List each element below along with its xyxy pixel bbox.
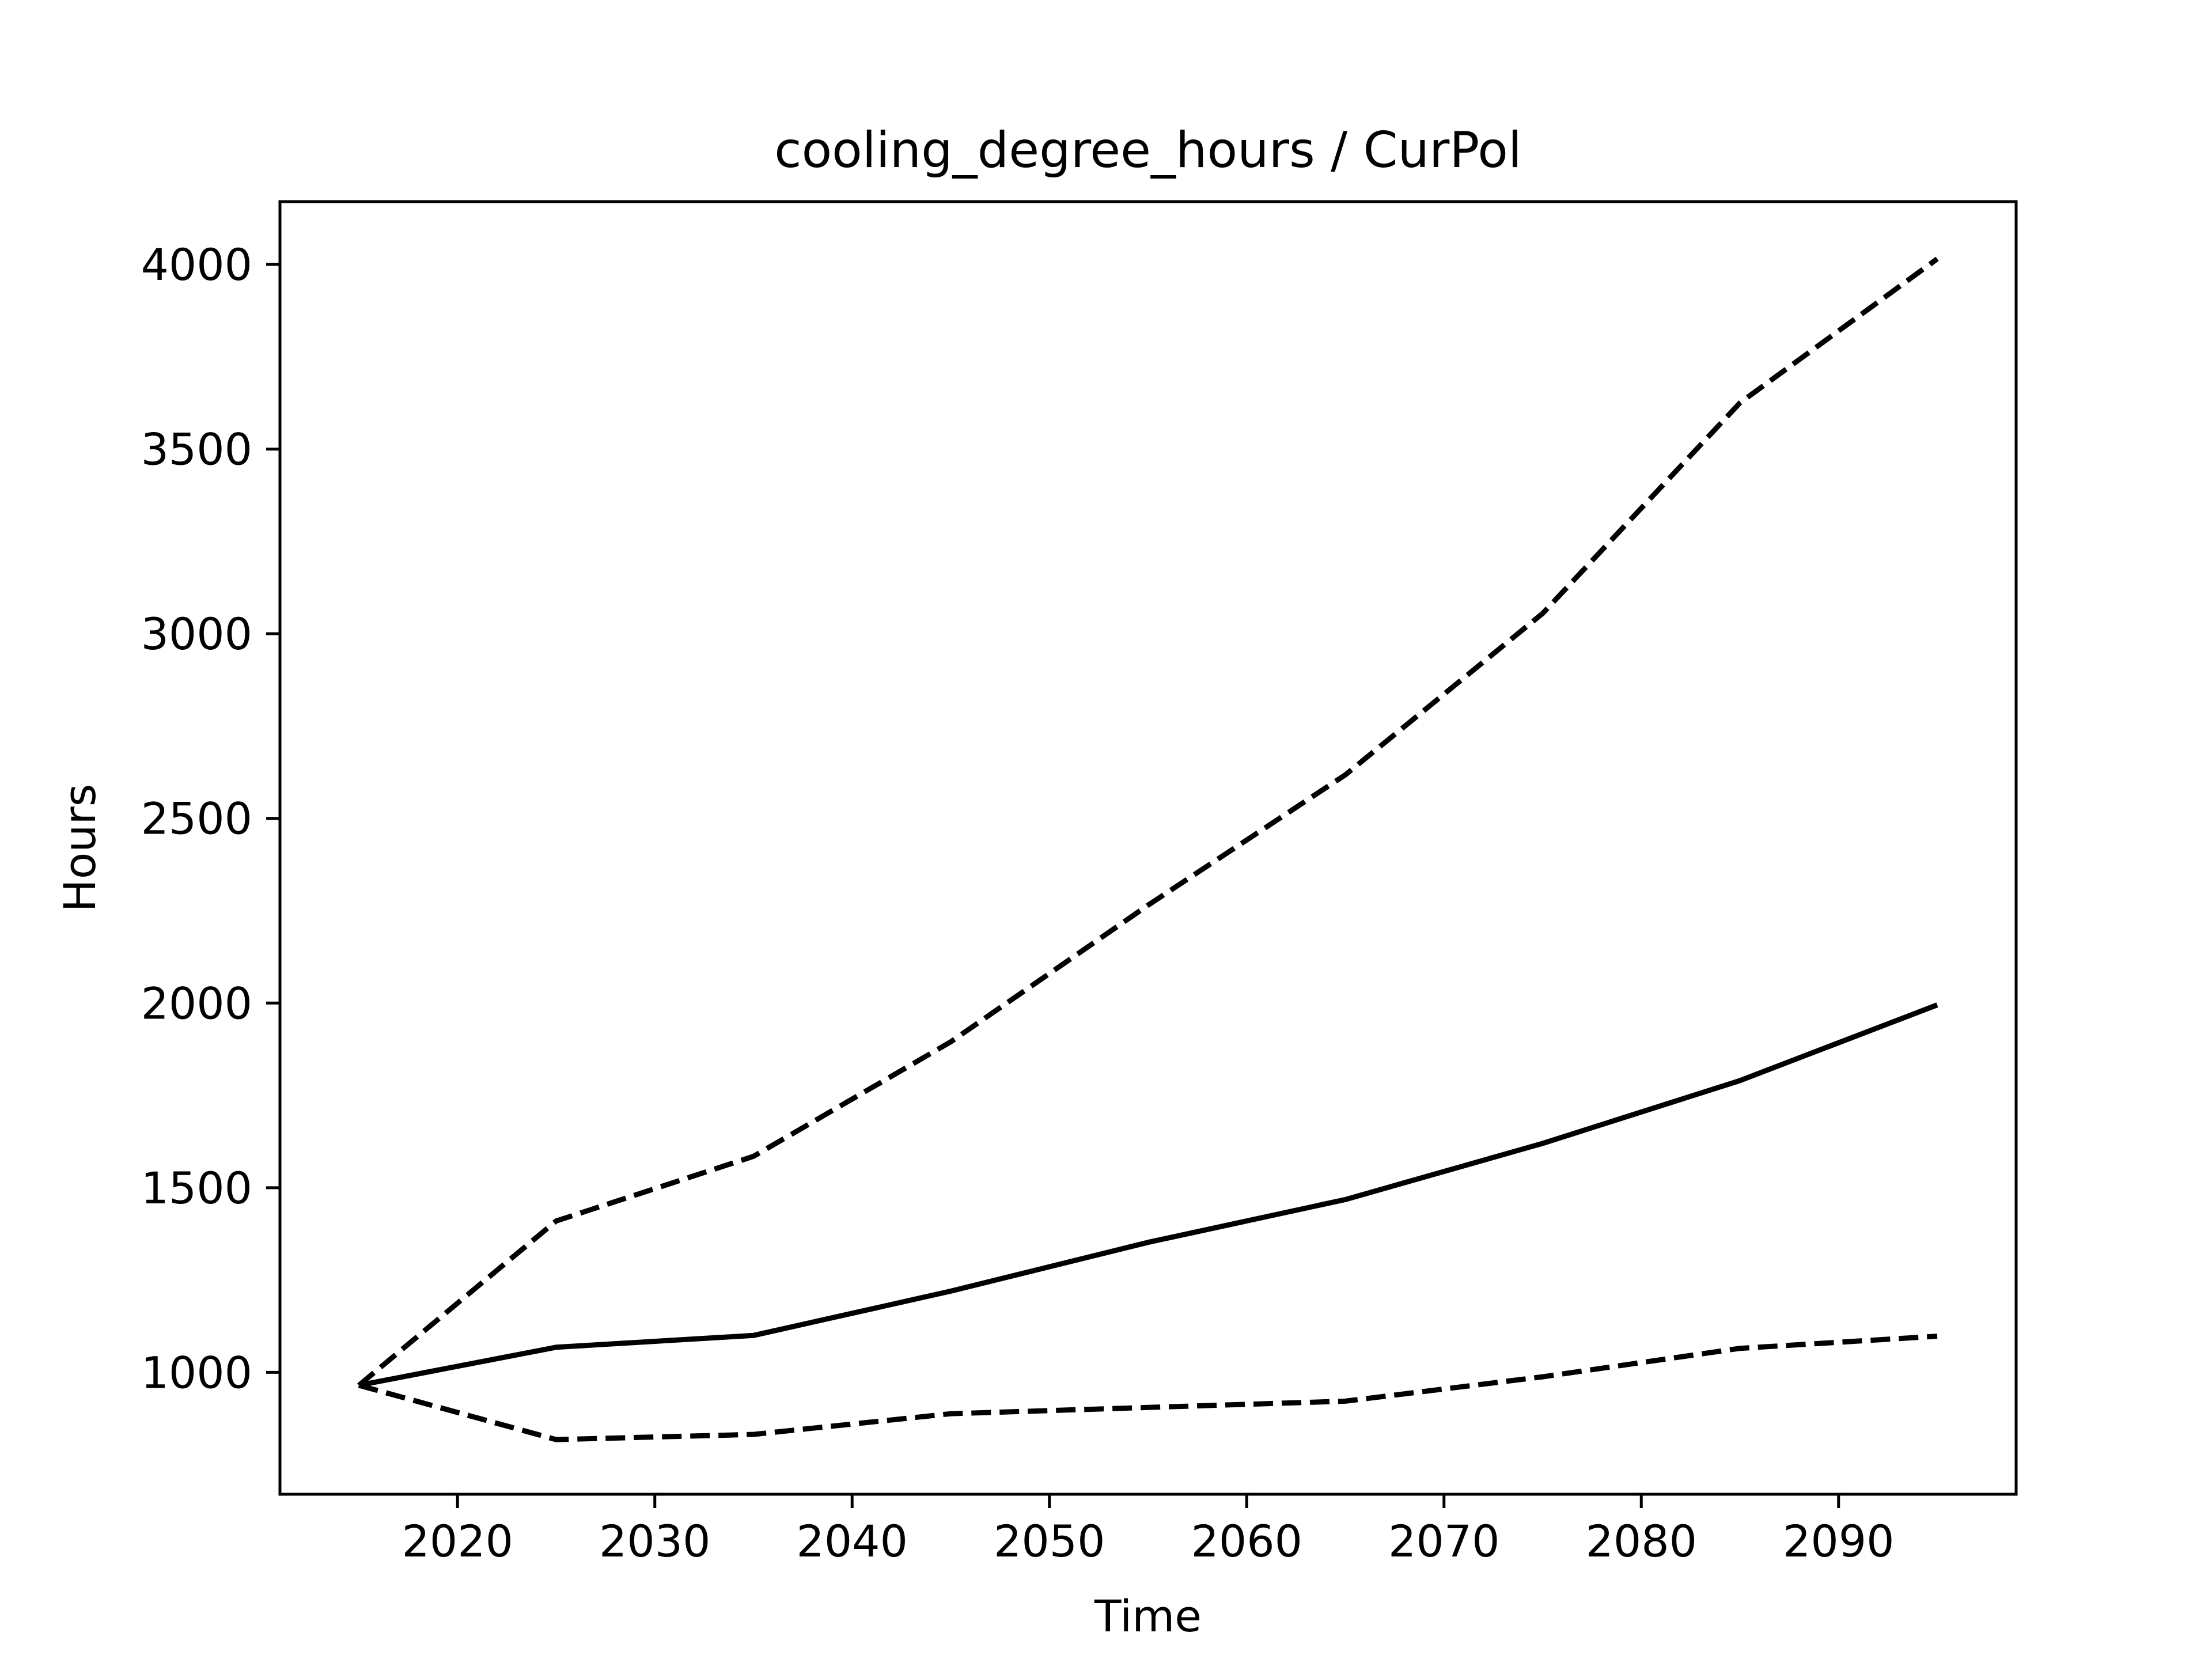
x-axis-label: Time (1094, 1590, 1202, 1642)
x-tick-label: 2040 (797, 1516, 908, 1567)
y-tick-label: 2000 (141, 978, 252, 1029)
y-tick-label: 4000 (141, 239, 252, 290)
y-tick-label: 2500 (141, 793, 252, 844)
x-tick-label: 2060 (1191, 1516, 1302, 1567)
x-tick-label: 2080 (1586, 1516, 1697, 1567)
y-tick-label: 3000 (141, 608, 252, 660)
series-line-3-dashed (358, 1334, 1938, 1442)
series-line-2-dashed (357, 256, 1939, 1388)
y-tick-label: 3500 (141, 424, 252, 475)
y-tick-label: 1000 (141, 1347, 252, 1398)
chart-title: cooling_degree_hours / CurPol (774, 122, 1521, 179)
x-tick-label: 2090 (1783, 1516, 1894, 1567)
axis-ticks: 2020 2030 2040 2050 2060 2070 2080 2090 1000 1500… (141, 239, 1895, 1567)
x-tick-label: 2050 (994, 1516, 1105, 1567)
x-tick-label: 2070 (1388, 1516, 1499, 1567)
y-axis-label: Hours (54, 784, 105, 912)
x-tick-label: 2020 (402, 1516, 513, 1567)
x-tick-label: 2030 (599, 1516, 710, 1567)
plot-frame (278, 200, 2018, 1496)
series-line-1-solid (358, 1002, 1938, 1388)
series-lines (357, 256, 1939, 1442)
y-tick-label: 1500 (141, 1162, 252, 1214)
